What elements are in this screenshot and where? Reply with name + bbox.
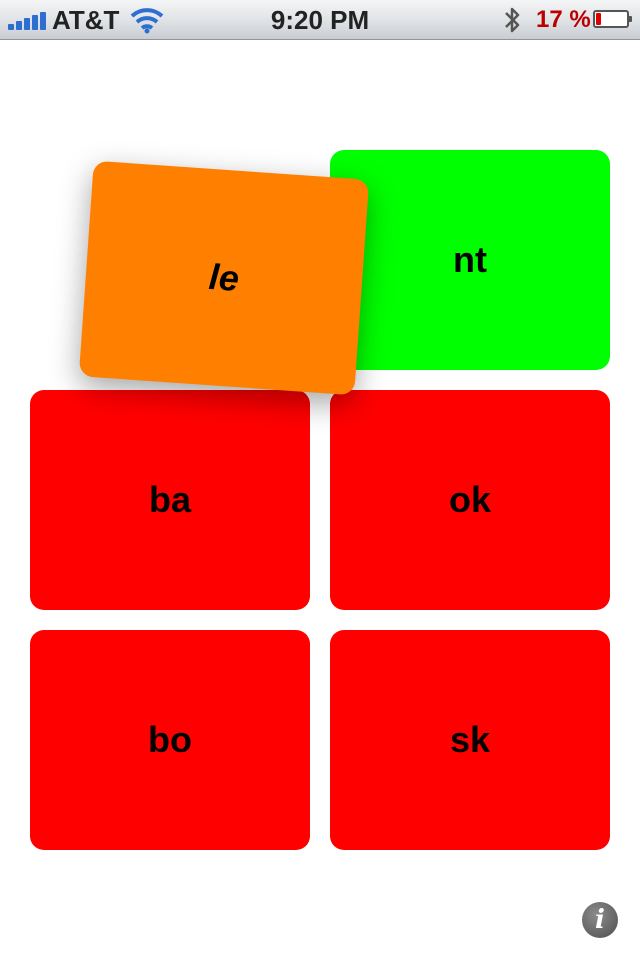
status-bar: AT&T 9:20 PM 17 % bbox=[0, 0, 640, 40]
tile-label: nt bbox=[453, 239, 487, 280]
battery-percent: 17 % bbox=[536, 6, 591, 33]
signal-bars-icon bbox=[8, 10, 48, 30]
tile-sk[interactable]: sk bbox=[330, 630, 610, 850]
tile-ba[interactable]: ba bbox=[30, 390, 310, 610]
info-icon: i bbox=[595, 905, 605, 935]
tile-nt[interactable]: nt bbox=[330, 150, 610, 370]
tile-bo[interactable]: bo bbox=[30, 630, 310, 850]
tile-le-dragging[interactable]: le bbox=[78, 160, 370, 396]
tile-label: sk bbox=[449, 719, 491, 760]
clock: 9:20 PM bbox=[270, 5, 370, 35]
tile-label: ba bbox=[148, 479, 191, 520]
battery-icon bbox=[593, 10, 632, 28]
carrier-label: AT&T bbox=[52, 5, 120, 35]
tile-ok[interactable]: ok bbox=[330, 390, 610, 610]
tile-label: bo bbox=[148, 719, 192, 760]
battery-level bbox=[596, 13, 601, 25]
wifi-icon bbox=[130, 8, 164, 34]
tile-label: le bbox=[207, 256, 241, 299]
tile-label: ok bbox=[448, 479, 491, 520]
bluetooth-icon bbox=[505, 7, 520, 33]
info-button[interactable]: i bbox=[582, 902, 618, 938]
